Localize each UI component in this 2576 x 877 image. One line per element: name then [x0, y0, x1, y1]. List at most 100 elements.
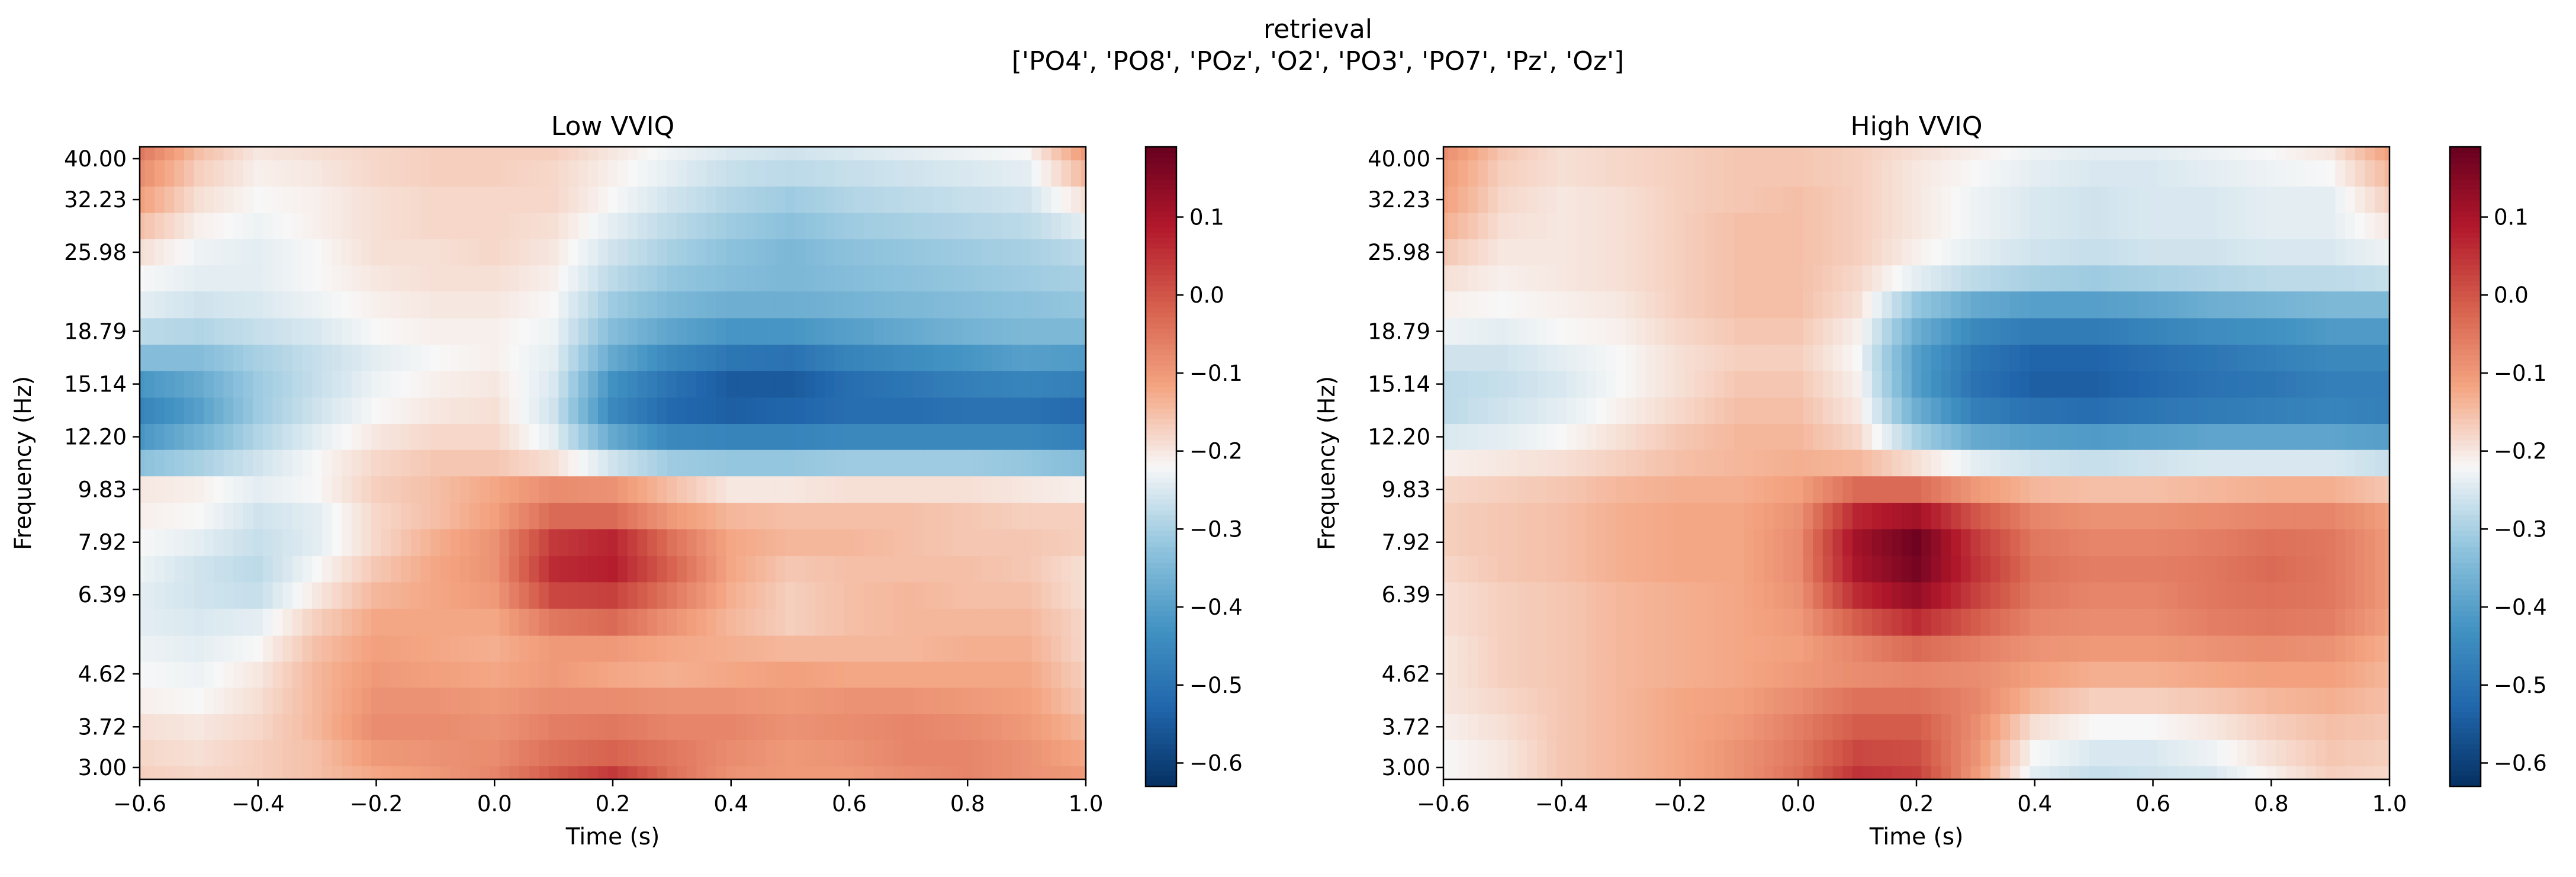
colorbar-step [1146, 653, 1176, 659]
heatmap-cell [1921, 476, 1932, 503]
heatmap-cell [2207, 714, 2218, 740]
heatmap-cell [1705, 766, 1715, 779]
heatmap-cell [1625, 739, 1636, 767]
heatmap-cell [726, 528, 737, 557]
heatmap-cell [2157, 476, 2169, 503]
heatmap-cell [2295, 582, 2307, 609]
x-axis-label: Time (s) [565, 824, 660, 850]
heatmap-cell [539, 212, 549, 240]
heatmap-cell [1497, 239, 1508, 266]
heatmap-cell [1517, 555, 1528, 583]
heatmap-cell [932, 502, 944, 529]
heatmap-cell [332, 582, 343, 609]
heatmap-cell [824, 635, 835, 662]
heatmap-cell [1576, 582, 1587, 609]
heatmap-cell [864, 687, 874, 715]
heatmap-cell [548, 344, 559, 371]
heatmap-cell [2276, 423, 2287, 450]
heatmap-cell [805, 186, 816, 213]
heatmap-cell [1061, 502, 1072, 529]
heatmap-cell [480, 714, 490, 740]
heatmap-cell [2236, 608, 2247, 636]
heatmap-cell [371, 635, 382, 662]
heatmap-cell [953, 397, 963, 424]
heatmap-cell [766, 555, 776, 583]
heatmap-cell [459, 370, 471, 398]
heatmap-cell [332, 239, 343, 266]
heatmap-cell [1724, 186, 1735, 213]
heatmap-cell [1694, 555, 1705, 583]
heatmap-cell [844, 582, 855, 609]
heatmap-cell [174, 555, 185, 583]
heatmap-cell [686, 449, 697, 477]
heatmap-cell [529, 147, 539, 160]
heatmap-cell [164, 502, 175, 529]
heatmap-cell [1497, 476, 1508, 503]
heatmap-cell [903, 661, 914, 688]
heatmap-cell [1852, 687, 1863, 715]
heatmap-cell [140, 635, 146, 662]
heatmap-cell [1931, 449, 1942, 477]
heatmap-cell [1684, 265, 1696, 292]
heatmap-cell [332, 265, 343, 292]
heatmap-cell [1783, 714, 1794, 740]
heatmap-cell [1852, 555, 1863, 583]
heatmap-cell [982, 317, 993, 345]
heatmap-cell [854, 397, 865, 424]
heatmap-cell [1980, 265, 1991, 292]
heatmap-cell [1645, 714, 1656, 740]
heatmap-cell [302, 687, 313, 715]
heatmap-cell [1061, 449, 1072, 477]
heatmap-cell [2098, 582, 2109, 609]
heatmap-cell [391, 555, 401, 583]
heatmap-cell [874, 502, 885, 529]
heatmap-cell [716, 423, 727, 450]
heatmap-cell [420, 661, 431, 688]
heatmap-cell [1832, 739, 1843, 767]
heatmap-cell [489, 476, 500, 503]
heatmap-cell [1021, 317, 1033, 345]
heatmap-cell [755, 714, 766, 740]
heatmap-cell [766, 159, 776, 187]
heatmap-cell [194, 239, 204, 266]
heatmap-cell [2207, 687, 2218, 715]
heatmap-cell [1773, 449, 1784, 477]
heatmap-cell [272, 739, 284, 767]
heatmap-cell [2010, 635, 2021, 662]
heatmap-cell [243, 147, 254, 160]
heatmap-cell [2157, 291, 2169, 319]
heatmap-cell [1616, 147, 1626, 160]
heatmap-cell [1990, 291, 2001, 319]
heatmap-cell [1951, 766, 1961, 779]
heatmap-cell [1567, 687, 1577, 715]
heatmap-cell [1921, 317, 1932, 345]
heatmap-cell [164, 687, 175, 715]
heatmap-cell [1882, 582, 1893, 609]
heatmap-cell [2345, 423, 2356, 450]
heatmap-cell [223, 555, 234, 583]
heatmap-cell [637, 528, 648, 557]
heatmap-cell [972, 582, 983, 609]
heatmap-cell [2118, 476, 2129, 503]
heatmap-cell [440, 423, 451, 450]
heatmap-cell [736, 265, 747, 292]
heatmap-cell [1537, 661, 1548, 688]
heatmap-cell [391, 147, 401, 160]
heatmap-cell [677, 397, 687, 424]
heatmap-cell [953, 344, 963, 371]
heatmap-cell [1458, 476, 1469, 503]
heatmap-cell [795, 714, 806, 740]
colorbar-tick-label: −0.2 [1189, 439, 1243, 464]
heatmap-cell [480, 449, 490, 477]
heatmap-cell [1061, 239, 1072, 266]
heatmap-cell [174, 239, 185, 266]
heatmap-cell [982, 370, 993, 398]
heatmap-cell [2315, 239, 2326, 266]
heatmap-cell [519, 528, 530, 557]
heatmap-cell [539, 344, 549, 371]
heatmap-cell [558, 766, 569, 779]
heatmap-cell [1527, 291, 1538, 319]
heatmap-cell [1606, 476, 1617, 503]
heatmap-cell [1744, 449, 1755, 477]
heatmap-cell [410, 147, 422, 160]
